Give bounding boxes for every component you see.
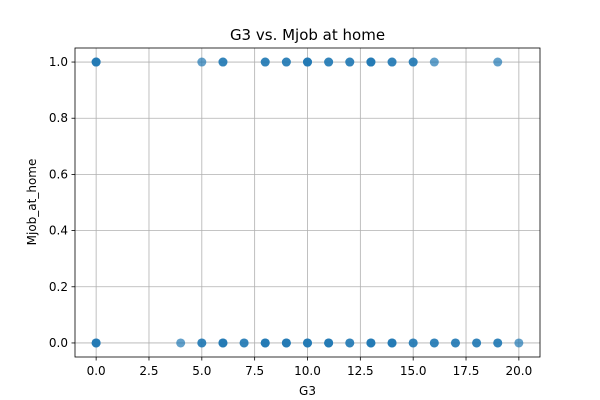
- x-tick-label: 5.0: [192, 364, 211, 378]
- scatter-point: [366, 338, 376, 348]
- scatter-point: [366, 57, 376, 67]
- x-tick-label: 20.0: [506, 364, 533, 378]
- scatter-point: [176, 338, 186, 348]
- scatter-point: [493, 57, 503, 67]
- chart-title: G3 vs. Mjob at home: [230, 26, 385, 44]
- scatter-point: [514, 338, 524, 348]
- scatter-point: [450, 338, 460, 348]
- y-tick-label: 0.2: [49, 280, 68, 294]
- y-tick-label: 1.0: [49, 55, 68, 69]
- y-tick-label: 0.4: [49, 224, 68, 238]
- grid-lines: [75, 48, 540, 357]
- y-tick-label: 0.8: [49, 111, 68, 125]
- axis-ticks: 0.0 2.5 5.0 7.5 10.0 12.5 15.0 17.5 20.0 0.0 0.2 0.…: [49, 55, 532, 378]
- scatter-point: [218, 338, 228, 348]
- x-tick-label: 10.0: [294, 364, 321, 378]
- scatter-point: [260, 57, 270, 67]
- x-axis-label: G3: [299, 384, 316, 398]
- x-tick-label: 17.5: [453, 364, 480, 378]
- scatter-point: [408, 57, 418, 67]
- y-axis-label: Mjob_at_home: [25, 159, 39, 246]
- scatter-point: [260, 338, 270, 348]
- scatter-point: [197, 57, 207, 67]
- scatter-point: [472, 338, 482, 348]
- scatter-point: [345, 338, 355, 348]
- scatter-point: [387, 338, 397, 348]
- scatter-point: [91, 338, 101, 348]
- scatter-point: [303, 338, 312, 348]
- x-tick-label: 2.5: [139, 364, 158, 378]
- x-tick-label: 12.5: [347, 364, 374, 378]
- scatter-point: [345, 57, 355, 67]
- scatter-point: [239, 338, 249, 348]
- scatter-point: [387, 57, 397, 67]
- y-tick-label: 0.0: [49, 336, 68, 350]
- scatter-point: [429, 338, 439, 348]
- x-tick-label: 15.0: [400, 364, 427, 378]
- scatter-point: [281, 57, 291, 67]
- y-tick-label: 0.6: [49, 167, 68, 181]
- scatter-point: [303, 57, 312, 67]
- scatter-point: [408, 338, 418, 348]
- scatter-point: [324, 338, 334, 348]
- scatter-point: [218, 57, 228, 67]
- x-tick-label: 7.5: [245, 364, 264, 378]
- scatter-point: [91, 57, 101, 67]
- x-tick-label: 0.0: [87, 364, 106, 378]
- scatter-points: [91, 57, 524, 348]
- scatter-point: [429, 57, 439, 67]
- scatter-point: [197, 338, 207, 348]
- scatter-point: [493, 338, 503, 348]
- scatter-point: [281, 338, 291, 348]
- scatter-point: [324, 57, 334, 67]
